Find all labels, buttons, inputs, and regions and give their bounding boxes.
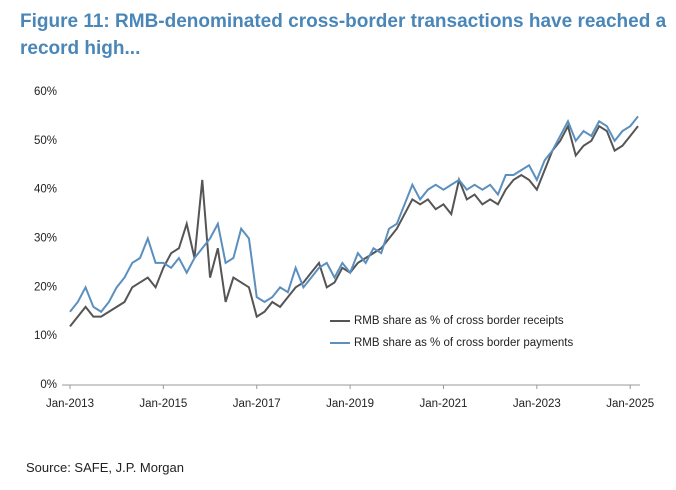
chart: 0% 10% 20% 30% 40% 50% 60% Jan-2013 Jan-2015 Jan-… (34, 86, 654, 410)
x-tick-label: Jan-2017 (233, 398, 281, 410)
x-tick-label: Jan-2021 (419, 398, 467, 410)
x-tick-label: Jan-2019 (326, 398, 374, 410)
y-tick-label: 30% (34, 233, 57, 245)
y-tick-label: 50% (34, 135, 57, 147)
y-tick-label: 10% (34, 330, 57, 342)
y-tick-label: 60% (34, 86, 57, 98)
x-tick-label: Jan-2013 (46, 398, 94, 410)
legend-label: RMB share as % of cross border payments (354, 337, 573, 349)
y-tick-label: 20% (34, 281, 57, 293)
x-tick-label: Jan-2023 (513, 398, 561, 410)
chart-title: Figure 11: RMB-denominated cross-border … (20, 11, 667, 59)
y-tick-label: 0% (40, 379, 57, 391)
y-tick-label: 40% (34, 184, 57, 196)
series-line (69, 123, 639, 328)
x-tick-label: Jan-2025 (606, 398, 654, 410)
x-tick-label: Jan-2015 (139, 398, 187, 410)
series-line (69, 115, 639, 314)
legend-label: RMB share as % of cross border receipts (354, 315, 564, 327)
source-note: Source: SAFE, J.P. Morgan (26, 460, 184, 475)
